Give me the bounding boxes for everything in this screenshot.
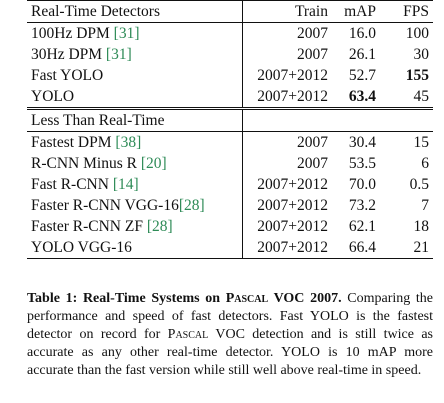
method-cell: Faster R-CNN ZF [28] [27, 216, 243, 237]
section-header-row: Real-Time Detectors Train mAP FPS [27, 0, 433, 23]
table-row: Fast YOLO 2007+2012 52.7 155 [27, 65, 433, 86]
fps-cell: 21 [380, 237, 433, 259]
map-cell: 73.2 [348, 196, 376, 214]
train-cell: 2007 [297, 154, 328, 172]
method-cell: 100Hz DPM [31] [27, 22, 243, 44]
fps-cell: 30 [413, 45, 430, 63]
citation-link[interactable]: [14] [112, 175, 139, 193]
method-name: Faster R-CNN ZF [31, 217, 147, 235]
method-name: Fast YOLO [31, 66, 104, 84]
method-cell: Fast R-CNN [14] [27, 174, 243, 195]
table-row: Faster R-CNN VGG-16[28] 2007+2012 73.2 7 [27, 195, 433, 216]
map-cell: 52.7 [348, 66, 376, 84]
table-row: R-CNN Minus R [20] 2007 53.5 6 [27, 153, 433, 174]
train-cell: 2007 [297, 45, 328, 63]
method-name: YOLO VGG-16 [31, 238, 132, 256]
map-cell: 16.0 [348, 24, 376, 42]
map-cell: 66.4 [332, 237, 380, 259]
table-row: 30Hz DPM [31] 2007 26.1 30 [27, 44, 433, 65]
section-title: Less Than Real-Time [27, 107, 243, 132]
table-row: YOLO VGG-16 2007+2012 66.4 21 [27, 237, 433, 259]
column-header-train: Train [242, 0, 332, 23]
citation-link[interactable]: [38] [115, 133, 142, 151]
column-header-fps: FPS [380, 0, 433, 23]
method-cell: Fastest DPM [38] [27, 131, 243, 153]
fps-cell: 15 [413, 133, 430, 151]
section-title: Real-Time Detectors [27, 0, 243, 23]
method-name: Fastest DPM [31, 133, 116, 151]
fps-cell-best: 155 [405, 66, 429, 84]
map-cell: 53.5 [348, 154, 376, 172]
map-cell: 26.1 [348, 45, 376, 63]
fps-cell: 0.5 [409, 175, 429, 193]
section-real-time: Real-Time Detectors Train mAP FPS 100Hz … [27, 0, 433, 109]
column-header-map: mAP [332, 0, 380, 23]
citation-link[interactable]: [31] [105, 45, 132, 63]
map-cell: 62.1 [348, 217, 376, 235]
table-row: YOLO 2007+2012 63.4 45 [27, 86, 433, 109]
method-cell: 30Hz DPM [31] [27, 44, 243, 65]
method-name: R-CNN Minus R [31, 154, 141, 172]
fps-cell: 100 [405, 24, 429, 42]
fps-cell: 7 [421, 196, 429, 214]
method-name: 30Hz DPM [31, 45, 106, 63]
map-cell: 70.0 [348, 175, 376, 193]
citation-link[interactable]: [28] [146, 217, 173, 235]
section-less-than-real-time: Less Than Real-Time Fastest DPM [38] 200… [27, 107, 433, 259]
table-caption: Table 1: Real-Time Systems on Pascal VOC… [27, 290, 433, 380]
table-row: Fastest DPM [38] 2007 30.4 15 [27, 131, 433, 153]
map-cell: 30.4 [348, 133, 376, 151]
citation-link[interactable]: [20] [140, 154, 167, 172]
method-name: 100Hz DPM [31, 24, 114, 42]
results-table-container: Real-Time Detectors Train mAP FPS 100Hz … [27, 0, 433, 259]
caption-title: Real-Time Systems on Pascal VOC 2007. [77, 291, 342, 306]
train-cell: 2007+2012 [242, 237, 332, 259]
caption-label: Table 1: [27, 291, 78, 306]
train-cell: 2007 [297, 133, 328, 151]
fps-cell: 45 [413, 87, 430, 105]
section-header-row: Less Than Real-Time [27, 107, 433, 132]
method-name: YOLO [31, 87, 75, 105]
method-cell: R-CNN Minus R [20] [27, 153, 243, 174]
table-row: Faster R-CNN ZF [28] 2007+2012 62.1 18 [27, 216, 433, 237]
method-cell: Faster R-CNN VGG-16[28] [27, 195, 243, 216]
fps-cell: 6 [421, 154, 429, 172]
train-cell: 2007+2012 [257, 175, 328, 193]
train-cell: 2007+2012 [257, 66, 328, 84]
method-name: Fast R-CNN [31, 175, 113, 193]
results-table: Real-Time Detectors Train mAP FPS 100Hz … [27, 0, 433, 259]
table-row: 100Hz DPM [31] 2007 16.0 100 [27, 22, 433, 44]
fps-cell: 18 [413, 217, 430, 235]
train-cell: 2007+2012 [257, 87, 328, 105]
citation-link[interactable]: [28] [178, 196, 205, 214]
caption-body: Comparing the performance and speed of f… [27, 291, 434, 378]
method-cell: YOLO VGG-16 [27, 237, 243, 259]
method-cell: Fast YOLO [27, 65, 243, 86]
train-cell: 2007+2012 [257, 217, 328, 235]
method-name: Faster R-CNN VGG-16 [31, 196, 179, 214]
train-cell: 2007 [297, 24, 328, 42]
method-cell: YOLO [27, 86, 243, 109]
map-cell-best: 63.4 [348, 87, 376, 105]
table-row: Fast R-CNN [14] 2007+2012 70.0 0.5 [27, 174, 433, 195]
citation-link[interactable]: [31] [113, 24, 140, 42]
train-cell: 2007+2012 [257, 196, 328, 214]
